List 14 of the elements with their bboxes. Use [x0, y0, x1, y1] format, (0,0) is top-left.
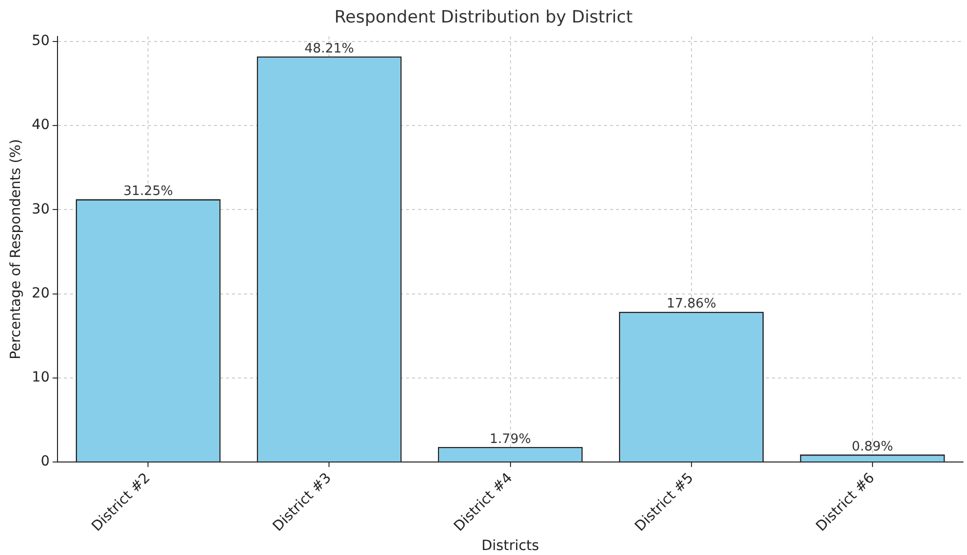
y-tick-label: 50 [32, 33, 50, 50]
chart-title: Respondent Distribution by District [334, 8, 633, 28]
y-tick-label: 0 [40, 454, 50, 470]
data-label: 48.21% [304, 41, 354, 56]
x-axis-title: Districts [482, 538, 540, 554]
y-tick-label: 30 [32, 201, 50, 218]
y-tick-label: 10 [32, 370, 50, 386]
data-label: 17.86% [666, 296, 716, 312]
y-axis-title: Percentage of Respondents (%) [8, 139, 24, 360]
data-label: 0.89% [852, 439, 894, 454]
y-tick-label: 40 [32, 117, 50, 134]
y-tick-label: 20 [32, 285, 50, 302]
data-label: 1.79% [490, 432, 531, 447]
data-label: 31.25% [123, 184, 173, 200]
